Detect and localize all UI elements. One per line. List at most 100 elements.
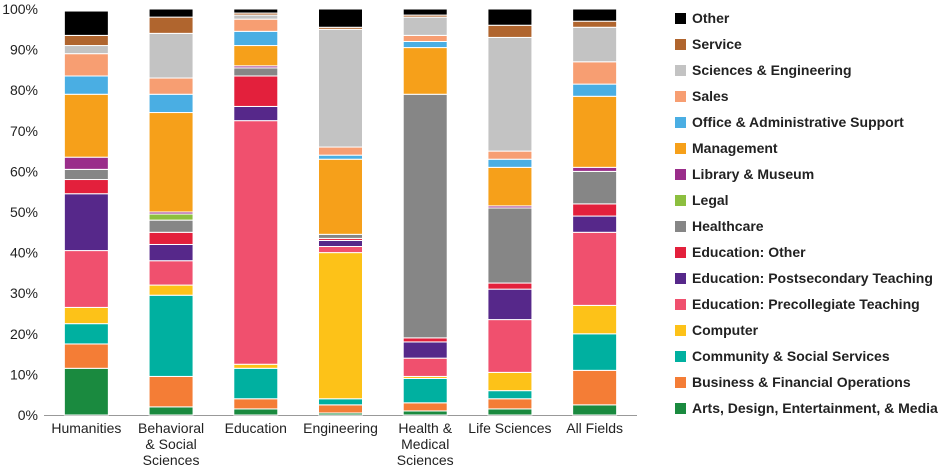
bar-segment xyxy=(487,282,533,290)
bar-segment xyxy=(572,166,618,172)
bar-segment xyxy=(318,246,363,254)
bar-segment xyxy=(572,170,618,205)
bar-segment xyxy=(233,408,279,416)
bar-segment xyxy=(572,20,618,28)
legend-swatch xyxy=(675,195,686,206)
legend-item: Computer xyxy=(675,322,759,338)
bar-segment xyxy=(402,410,448,416)
bar-segment xyxy=(402,16,448,36)
bar-segment xyxy=(572,369,618,406)
bar-segment xyxy=(572,215,618,233)
bar-segment xyxy=(63,367,109,416)
bar-segment xyxy=(572,304,618,335)
bar-segment xyxy=(487,24,533,38)
legend-label: Service xyxy=(692,36,742,52)
bar-segment xyxy=(402,8,448,16)
legend-label: Education: Precollegiate Teaching xyxy=(692,296,920,312)
legend: Other Service Sciences & Engineering Sales O… xyxy=(675,10,938,416)
legend-label: Legal xyxy=(692,192,729,208)
bar-segment xyxy=(318,404,363,414)
bar-segment xyxy=(148,231,194,245)
x-tick-label: Humanities xyxy=(51,420,121,436)
legend-label: Computer xyxy=(692,322,759,338)
bar-segment xyxy=(148,8,194,18)
y-tick-label: 70% xyxy=(10,123,38,139)
bar-segment xyxy=(148,375,194,408)
legend-label: Office & Administrative Support xyxy=(692,114,904,130)
bar-segment xyxy=(148,93,194,114)
legend-label: Management xyxy=(692,140,778,156)
bar-segment xyxy=(233,14,279,20)
x-tick-label: Life Sciences xyxy=(468,420,551,436)
bar-segment xyxy=(318,8,363,28)
legend-label: Community & Social Services xyxy=(692,348,890,364)
legend-item: Community & Social Services xyxy=(675,348,890,364)
bar-segment xyxy=(487,288,533,321)
bar-segment xyxy=(572,95,618,168)
legend-item: Library & Museum xyxy=(675,166,814,182)
legend-item: Education: Other xyxy=(675,244,806,260)
x-tick-label: All Fields xyxy=(566,420,623,436)
bar-segment xyxy=(148,243,194,262)
bar-segment xyxy=(63,45,109,55)
bar-segment xyxy=(487,390,533,400)
bar-stacks xyxy=(63,8,618,416)
bar-segment xyxy=(402,402,448,412)
plot-area: 0% 10% 20% 30% 40% 50% 60% 70% 80% 90% 100% Humani… xyxy=(2,1,637,468)
legend-label: Business & Financial Operations xyxy=(692,374,911,390)
legend-item: Business & Financial Operations xyxy=(675,374,911,390)
legend-label: Sales xyxy=(692,88,729,104)
bar-segment xyxy=(487,371,533,392)
bar-stack xyxy=(487,8,533,416)
bar-segment xyxy=(487,319,533,373)
bar-segment xyxy=(402,341,448,359)
legend-swatch xyxy=(675,299,686,310)
y-tick-label: 100% xyxy=(2,1,38,17)
bar-segment xyxy=(63,250,109,308)
bar-segment xyxy=(318,146,363,156)
bar-segment xyxy=(487,36,533,152)
legend-swatch xyxy=(675,221,686,232)
bar-segment xyxy=(63,156,109,170)
legend-label: Sciences & Engineering xyxy=(692,62,852,78)
bar-segment xyxy=(487,166,533,207)
legend-swatch xyxy=(675,117,686,128)
bar-segment xyxy=(63,179,109,195)
bar-segment xyxy=(318,239,363,248)
bar-segment xyxy=(487,158,533,168)
bar-segment xyxy=(233,67,279,77)
legend-item: Management xyxy=(675,140,778,156)
legend-swatch xyxy=(675,13,686,24)
bar-segment xyxy=(148,294,194,377)
bar-segment xyxy=(572,231,618,306)
legend-swatch xyxy=(675,325,686,336)
bar-segment xyxy=(402,337,448,343)
legend-label: Education: Postsecondary Teaching xyxy=(692,270,933,286)
bar-segment xyxy=(233,398,279,410)
bar-stack xyxy=(63,10,109,416)
bar-segment xyxy=(402,357,448,377)
bar-segment xyxy=(63,306,109,325)
legend-label: Library & Museum xyxy=(692,166,814,182)
y-tick-label: 20% xyxy=(10,326,38,342)
bar-segment xyxy=(63,53,109,77)
bar-segment xyxy=(487,398,533,410)
bar-segment xyxy=(233,367,279,400)
bar-segment xyxy=(233,105,279,122)
bar-segment xyxy=(63,193,109,252)
x-axis-tick-labels: Humanities Behavioral & Social Sciences Educ… xyxy=(51,420,623,468)
bar-segment xyxy=(402,40,448,49)
x-tick-label: Engineering xyxy=(303,420,378,436)
legend-label: Other xyxy=(692,10,730,26)
x-tick-label: Behavioral & Social Sciences xyxy=(138,420,204,468)
bar-segment xyxy=(63,343,109,369)
bar-segment xyxy=(148,260,194,286)
bar-segment xyxy=(402,34,448,42)
legend-swatch xyxy=(675,65,686,76)
bar-segment xyxy=(318,233,363,239)
y-tick-label: 60% xyxy=(10,163,38,179)
bar-segment xyxy=(572,83,618,97)
bar-segment xyxy=(318,158,363,235)
legend-item: Education: Postsecondary Teaching xyxy=(675,270,933,286)
